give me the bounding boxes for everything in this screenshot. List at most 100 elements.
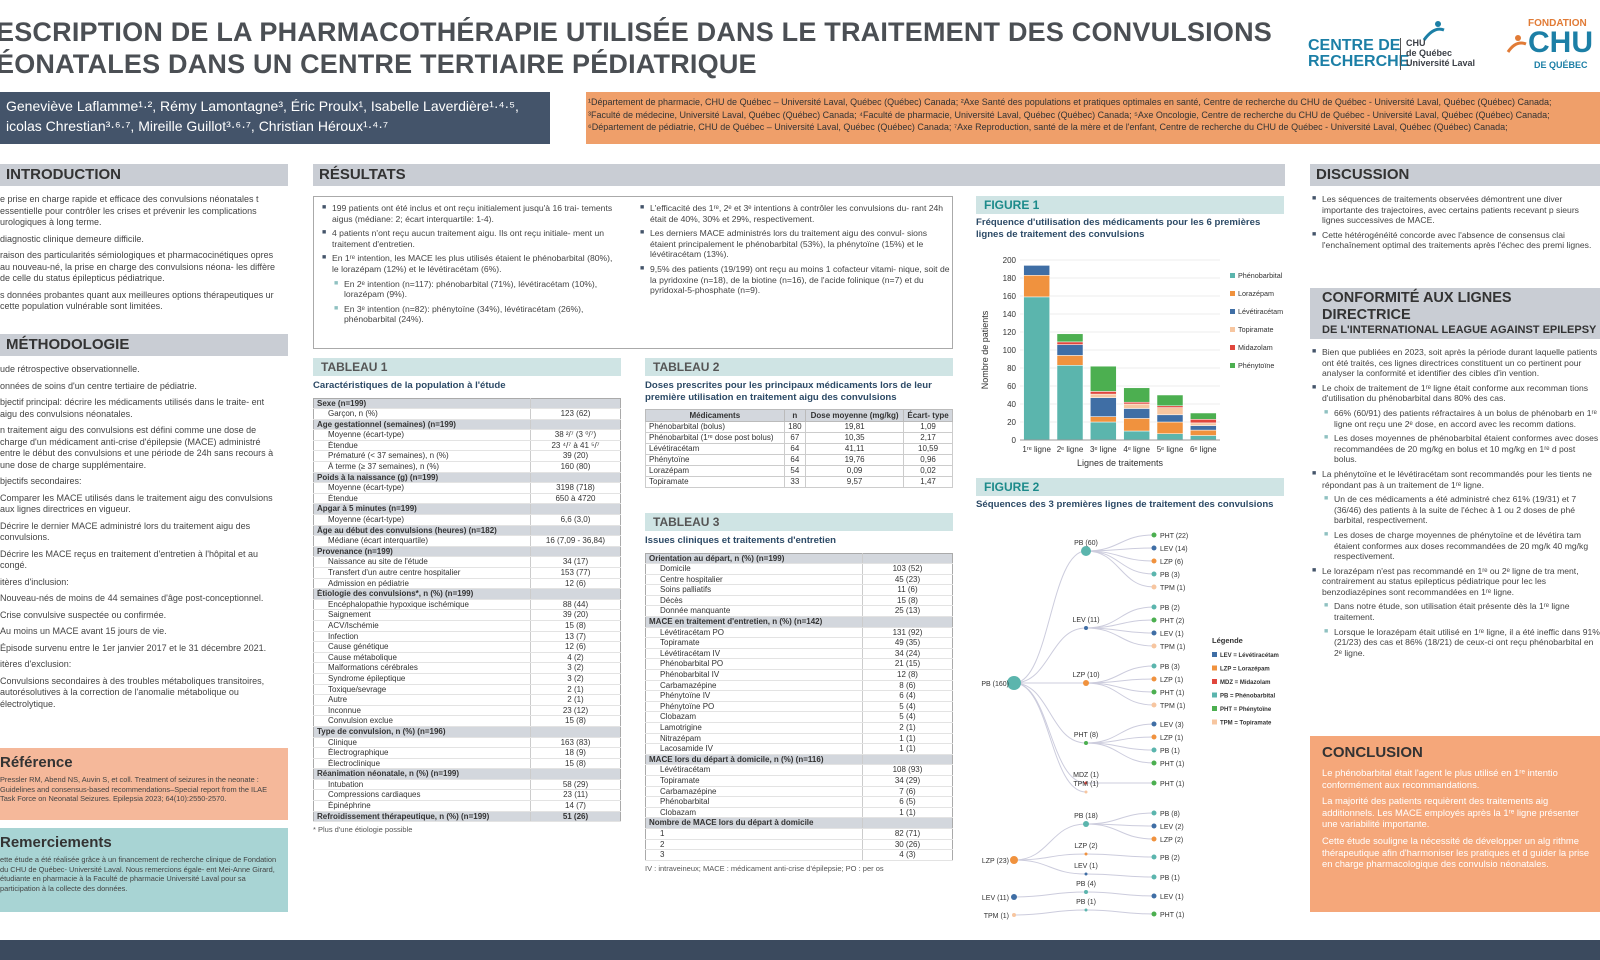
table-cell-label: À terme (≥ 37 semaines), n (%) (313, 461, 531, 473)
table-cell: 0,09 (805, 465, 905, 477)
tree-root-label: TPM (1) (984, 913, 1009, 920)
conformity-bullet: Le choix de traitement de 1ʳᵉ ligne étai… (1310, 383, 1600, 404)
table-cell-value: 34 (17) (530, 556, 621, 568)
conformity-bullet: Les doses de charge moyennes de phénytoï… (1310, 530, 1600, 562)
tree-second-line-label: LEV (1) (1074, 863, 1098, 870)
table-row: À terme (≥ 37 semaines), n (%) 160 (80) (313, 461, 621, 473)
table-row: Étiologie des convulsions*, n (%) (n=199… (313, 588, 621, 600)
bar-segment (1123, 403, 1150, 409)
table-cell-label: Étiologie des convulsions*, n (%) (n=199… (313, 588, 531, 600)
legend-swatch (1230, 345, 1235, 350)
table-cell-label: Âge au début des convulsions (heures) (n… (313, 525, 531, 537)
y-tick-label: 100 (1003, 346, 1017, 355)
tree-third-line-label: LEV (14) (1160, 546, 1188, 553)
tree-link (1085, 682, 1155, 705)
table-cell-label: Encéphalopathie hypoxique ischémique (313, 599, 531, 611)
table-row: Électroclinique 15 (8) (313, 758, 621, 770)
table-row: Refroidissement thérapeutique, n (%) (n=… (313, 811, 621, 823)
table-row: Étendue 23 ⁴/⁷ à 41 ⁵/⁷ (313, 440, 621, 452)
table-cell: 0,96 (903, 454, 953, 466)
conformity-bullet: Bien que publiées en 2023, soit après la… (1310, 347, 1600, 379)
discussion-section: DISCUSSION Les séquences de traitements … (1310, 164, 1600, 255)
table-2-subtitle: Doses prescrites pour les principaux méd… (645, 380, 932, 403)
table-cell-label: Cause métabolique (313, 652, 531, 664)
y-tick-label: 120 (1003, 328, 1017, 337)
bar-segment (1190, 422, 1217, 426)
tree-root-node (1010, 855, 1018, 864)
bar-segment (1090, 365, 1117, 392)
table-3-subtitle: Issues cliniques et traitements d'entret… (645, 535, 837, 546)
table-cell-label: Donnée manquante (645, 605, 863, 618)
table-cell-label: Phénobarbital PO (645, 658, 863, 671)
bar-segment (1090, 397, 1117, 417)
results-bullet: 4 patients n'ont reçu aucun traitement a… (320, 228, 620, 249)
table-cell-value: 21 (15) (862, 658, 953, 671)
table-cell-label: Nitrazépam (645, 733, 863, 745)
tree-legend-swatch (1212, 678, 1217, 684)
tree-third-line-label: LEV (1) (1160, 894, 1184, 901)
table-row: Inconnue 23 (12) (313, 705, 621, 717)
results-bullet: Les derniers MACE administrés lors du tr… (638, 228, 950, 260)
methodology-item: itères d'exclusion: (0, 659, 72, 669)
table-cell-label: Électrographique (313, 747, 531, 759)
tree-link (1013, 891, 1087, 897)
table-cell-value: 123 (62) (530, 408, 621, 420)
tree-second-line-label: PB (60) (1074, 540, 1098, 547)
table-cell-value: 650 à 4720 (530, 493, 621, 505)
table-cell-label: Toxique/sevrage (313, 684, 531, 696)
tree-second-line-node (1084, 889, 1088, 894)
table-cell-label: Topiramate (645, 775, 863, 787)
table-row: Prématuré (< 37 semaines), n (%) 39 (20) (313, 450, 621, 463)
table-cell-label: Orientation au départ, n (%) (n=199) (645, 553, 863, 565)
results-heading: RÉSULTATS (313, 164, 1285, 186)
table-row: Autre 2 (1) (313, 694, 621, 706)
table-cell: 64 (783, 443, 807, 455)
table-cell-value: 5 (4) (862, 701, 953, 713)
table-cell-label: Moyenne (écart-type) (313, 482, 531, 494)
table-cell-value: 131 (92) (862, 627, 953, 639)
table-row: Soins palliatifs 11 (6) (645, 584, 953, 596)
table-1-footnote: * Plus d'une étiologie possible (313, 825, 413, 835)
table-cell-value: 6,6 (3,0) (530, 514, 621, 526)
tree-third-line-label: LEV (3) (1160, 722, 1184, 729)
affiliations-block: ¹Département de pharmacie, CHU de Québec… (586, 92, 1600, 144)
tree-second-line-label: LZP (2) (1074, 843, 1097, 850)
table-cell: 67 (783, 432, 807, 444)
bar-segment (1090, 416, 1117, 423)
tree-link (1013, 627, 1087, 683)
table-row: Cause génétique 12 (6) (313, 641, 621, 653)
legend-swatch (1230, 273, 1235, 278)
table-cell-value: 51 (26) (530, 811, 621, 823)
tree-third-line-node (1151, 676, 1157, 681)
authors-line-1: Geneviève Laflamme¹·², Rémy Lamontagne³,… (6, 98, 519, 114)
table-cell-label: Étendue (313, 440, 531, 452)
tree-third-line-node (1151, 893, 1157, 898)
table-cell-label: Transfert d'un autre centre hospitalier (313, 567, 531, 579)
tree-legend-label: LZP = Lorazépam (1220, 666, 1270, 672)
tree-root-node (1012, 912, 1016, 917)
x-tick-label: 1ʳᵉ ligne (1022, 445, 1051, 454)
table-cell: 9,57 (805, 476, 905, 488)
y-tick-label: 80 (1007, 364, 1016, 373)
table-row: Carbamazépine 8 (6) (645, 680, 953, 692)
conformity-bullet: Lorsque le lorazépam était utilisé en 1ʳ… (1310, 627, 1600, 659)
table-row: Lamotrigine 2 (1) (645, 722, 953, 734)
legend-label: Topiramate (1238, 325, 1274, 334)
bar-segment (1156, 394, 1184, 407)
table-cell-value: 8 (6) (862, 680, 953, 692)
table-cell: Topiramate (645, 476, 785, 488)
table-3: TABLEAU 3 Issues cliniques et traitement… (645, 513, 953, 873)
logo2-top: FONDATION (1528, 18, 1587, 29)
tree-third-line-node (1151, 823, 1157, 828)
table-1-subtitle: Caractéristiques de la population à l'ét… (313, 380, 506, 391)
figure-1-heading: FIGURE 1 (976, 196, 1284, 214)
tree-link (1085, 627, 1155, 646)
intro-paragraph: diagnostic clinique demeure difficile. (0, 233, 144, 244)
table-cell-value: 23 (12) (530, 705, 621, 717)
conclusion-paragraph: Cette étude souligne la nécessité de dév… (1322, 834, 1590, 870)
tree-third-line-node (1151, 747, 1157, 752)
table-cell-label: Lacosamide IV (645, 743, 863, 755)
table-cell-label: Autre (313, 694, 531, 706)
table-cell-value: 23 ⁴/⁷ à 41 ⁵/⁷ (530, 440, 621, 452)
tree-third-line-node (1151, 663, 1157, 668)
